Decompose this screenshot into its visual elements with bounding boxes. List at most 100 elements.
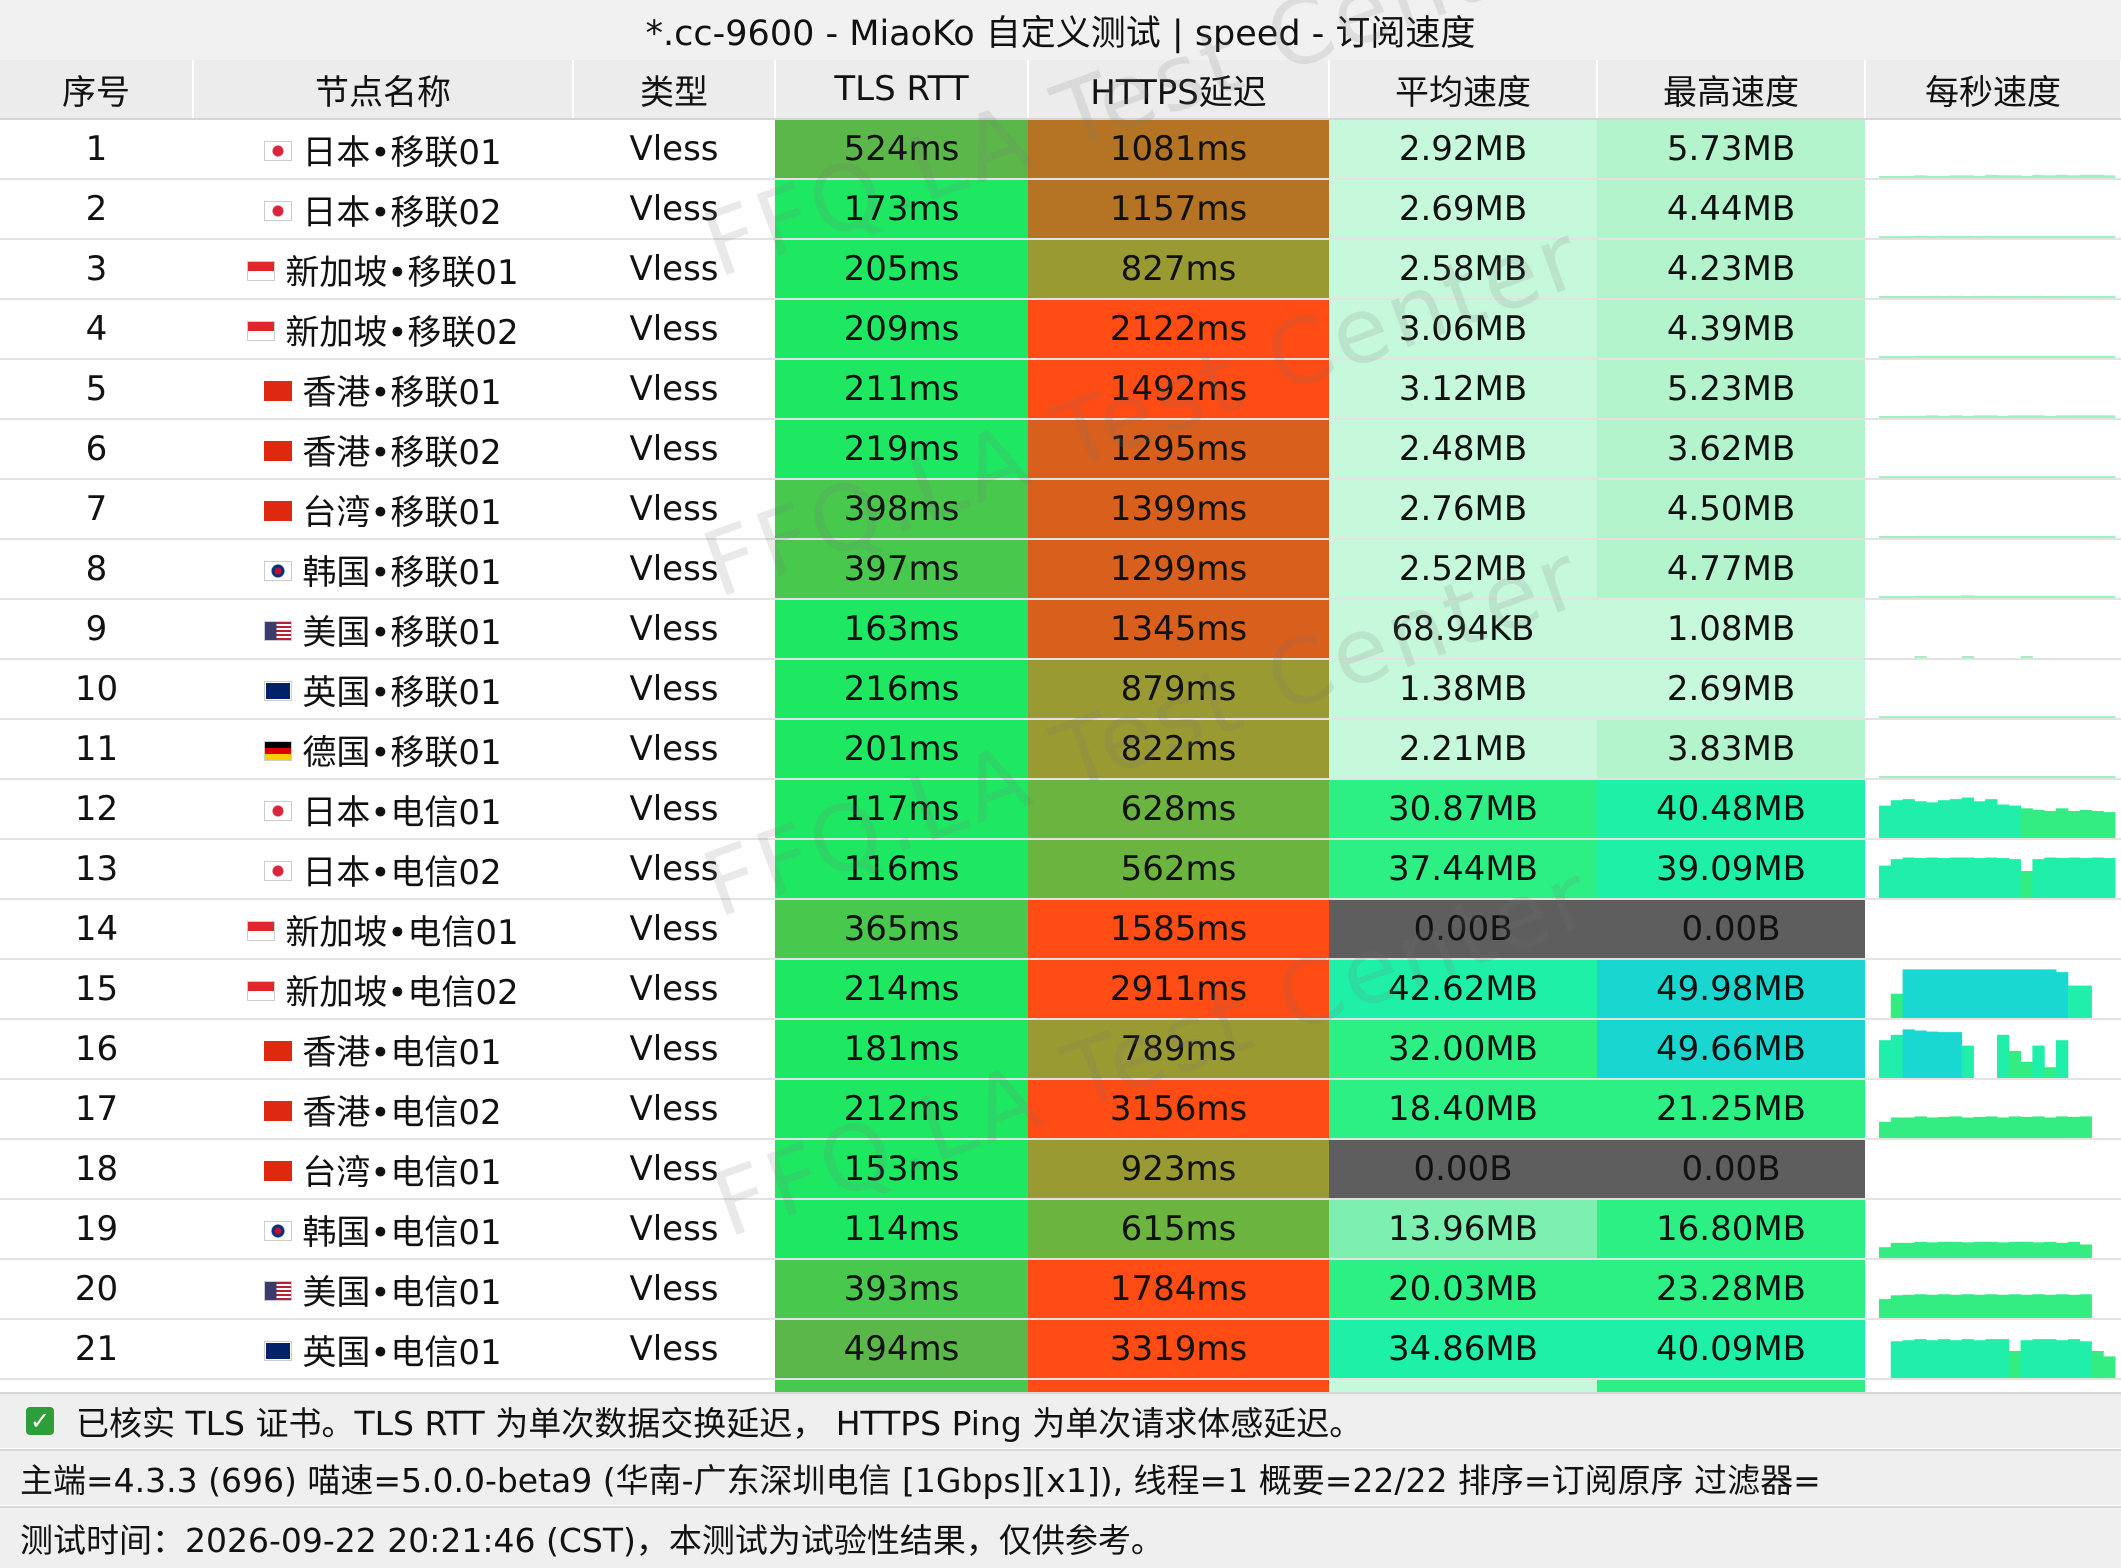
speed-bar — [1949, 355, 1963, 357]
speed-bar — [2067, 415, 2081, 417]
speed-bar — [2091, 716, 2104, 717]
per-second-speed-sparkline — [1865, 1319, 2121, 1380]
speed-bar — [1926, 476, 1939, 477]
speed-bar — [2032, 1116, 2045, 1137]
tls-rtt: 397ms — [775, 539, 1028, 600]
speed-bar — [1949, 776, 1963, 777]
speed-bar — [1949, 969, 1963, 1017]
speed-bar — [2008, 1351, 2022, 1377]
speed-bar — [1926, 1117, 1939, 1137]
speed-bar — [2020, 1241, 2033, 1257]
us-flag-icon — [264, 1281, 293, 1301]
node-name-cell: 台湾•移联01 — [193, 479, 573, 540]
speed-bar — [1985, 1294, 1998, 1317]
speed-bar — [2044, 415, 2057, 417]
avg-speed: 2.48MB — [1329, 419, 1597, 480]
speed-bar — [2103, 175, 2116, 177]
speed-bar — [1914, 355, 1927, 357]
tls-rtt: 181ms — [775, 1019, 1028, 1080]
speed-bar — [1949, 476, 1963, 477]
speed-bar — [1985, 174, 1998, 177]
footer-line-3: 测试时间：2026-09-22 20:21:46 (CST)，本测试为试验性结果… — [20, 1521, 1164, 1560]
speed-bar — [1997, 296, 2010, 297]
speed-bar — [2032, 1242, 2045, 1257]
speed-bar — [1879, 416, 1892, 417]
avg-speed: 32.00MB — [1329, 1019, 1597, 1080]
speed-bar — [1914, 415, 1927, 417]
node-name: 台湾•电信01 — [302, 1152, 502, 1193]
speed-bar — [1914, 1294, 1927, 1317]
table-row: 8 韩国•移联01 Vless 397ms 1299ms 2.52MB 4.77MB — [0, 539, 2121, 600]
speed-bar — [1890, 176, 1904, 177]
speed-bar — [2020, 1294, 2033, 1317]
speed-bar — [1997, 776, 2010, 777]
speed-bar — [2020, 969, 2033, 1017]
speed-bar — [1961, 355, 1974, 357]
speed-bar — [2008, 1116, 2022, 1137]
speed-bar — [1914, 1116, 1927, 1137]
avg-speed: 34.86MB — [1329, 1319, 1597, 1380]
footer-line-2: 主端=4.3.3 (696) 喵速=5.0.0-beta9 (华南-广东深圳电信… — [20, 1461, 1821, 1500]
table-row: 2 日本•移联02 Vless 173ms 1157ms 2.69MB 4.44MB — [0, 179, 2121, 240]
table-row: 5 香港•移联01 Vless 211ms 1492ms 3.12MB 5.23MB — [0, 359, 2121, 420]
https-latency: 1157ms — [1028, 179, 1329, 240]
speed-bar — [2032, 1339, 2045, 1377]
speed-bar — [2056, 858, 2069, 897]
node-name: 香港•电信01 — [302, 1032, 502, 1073]
table-row: 17 香港•电信02 Vless 212ms 3156ms 18.40MB 21.25MB — [0, 1079, 2121, 1140]
report-title: *.cc-9600 - MiaoKo 自定义测试 | speed - 订阅速度 — [0, 0, 2121, 62]
speed-bar — [1926, 716, 1939, 717]
speed-bar — [2044, 1067, 2057, 1077]
avg-speed: 0.00B — [1329, 899, 1597, 960]
speed-bar — [2079, 355, 2092, 357]
speed-bar — [2091, 476, 2104, 477]
speed-bar — [1890, 859, 1904, 897]
speed-bar — [1949, 1340, 1963, 1377]
speed-bar — [2103, 235, 2116, 237]
speed-bar — [1890, 800, 1904, 837]
speed-bar — [1961, 797, 1974, 837]
https-latency: 1399ms — [1028, 479, 1329, 540]
speed-bar — [2067, 857, 2081, 897]
speed-bar — [1926, 415, 1939, 417]
speed-bar — [2079, 595, 2092, 597]
per-second-speed-sparkline — [1865, 1259, 2121, 1320]
footer-tls-note: ✓ 已核实 TLS 证书。TLS RTT 为单次数据交换延迟， HTTPS Pi… — [0, 1392, 2121, 1448]
table-row: 11 德国•移联01 Vless 201ms 822ms 2.21MB 3.83MB — [0, 719, 2121, 780]
node-name: 美国•电信01 — [302, 1272, 502, 1313]
speed-bar — [1890, 1034, 1904, 1077]
node-name: 日本•移联02 — [302, 192, 502, 233]
speed-bar — [2056, 1340, 2069, 1377]
speed-bar — [2067, 776, 2081, 777]
max-speed: 39.09MB — [1597, 839, 1865, 900]
per-second-speed-sparkline — [1865, 539, 2121, 600]
speed-bar — [1902, 969, 1915, 1017]
speed-bar — [2091, 355, 2104, 357]
tls-rtt: 205ms — [775, 239, 1028, 300]
node-type: Vless — [573, 839, 775, 900]
speed-bar — [1997, 476, 2010, 477]
speed-bar — [2103, 476, 2116, 477]
node-name-cell: 日本•电信01 — [193, 779, 573, 840]
gb-flag-icon — [264, 1341, 293, 1361]
speed-bar — [1879, 865, 1892, 897]
https-latency: 1081ms — [1028, 119, 1329, 180]
speed-bar — [1926, 175, 1939, 177]
per-second-speed-sparkline — [1865, 1199, 2121, 1260]
speed-bar — [1902, 716, 1915, 717]
max-speed: 4.39MB — [1597, 299, 1865, 360]
speed-bar — [1985, 535, 1998, 537]
speed-bar — [2103, 355, 2116, 357]
speed-bar — [2079, 1341, 2092, 1377]
row-index: 4 — [0, 299, 193, 360]
speed-bar — [2067, 535, 2081, 537]
avg-speed: 30.87MB — [1329, 779, 1597, 840]
jp-flag-icon — [264, 201, 293, 221]
speed-bar — [1949, 175, 1963, 177]
https-latency: 3156ms — [1028, 1079, 1329, 1140]
speed-bar — [1961, 1339, 1974, 1377]
node-name-cell: 英国•移联01 — [193, 659, 573, 720]
node-name-cell: 日本•移联02 — [193, 179, 573, 240]
speed-bar — [1973, 1241, 1986, 1257]
speed-bar — [2008, 1241, 2022, 1257]
